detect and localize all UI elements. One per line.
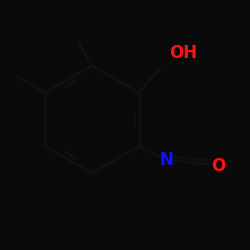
Text: O: O [212, 157, 226, 175]
Text: N: N [159, 151, 173, 169]
Text: OH: OH [169, 44, 197, 62]
